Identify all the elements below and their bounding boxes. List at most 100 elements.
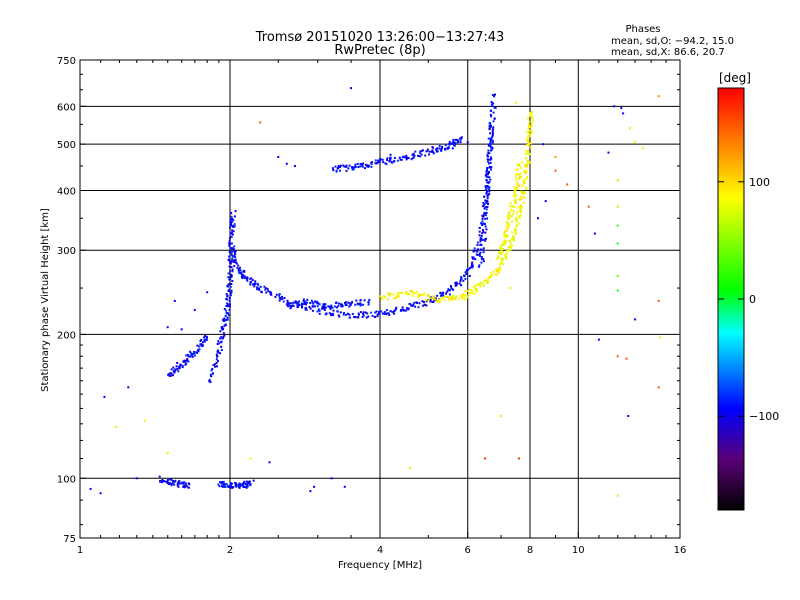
- echo-point: [345, 304, 348, 307]
- echo-point: [251, 279, 254, 281]
- echo-point: [454, 298, 457, 301]
- echo-point: [513, 192, 516, 194]
- echo-point: [177, 370, 180, 373]
- noise-point: [634, 141, 637, 144]
- echo-point: [237, 485, 240, 488]
- echo-point: [484, 279, 486, 282]
- echo-point: [278, 293, 281, 296]
- echo-point: [446, 147, 449, 150]
- echo-point: [185, 354, 188, 357]
- echo-point: [302, 302, 305, 305]
- echo-point: [351, 313, 354, 315]
- echo-point: [520, 208, 523, 211]
- echo-point: [386, 312, 389, 315]
- y-tick-label: 400: [57, 186, 76, 197]
- noise-point: [544, 200, 547, 203]
- echo-point: [374, 162, 377, 165]
- echo-point: [461, 295, 464, 298]
- echo-point: [401, 308, 404, 311]
- echo-point: [481, 220, 484, 223]
- echo-point: [519, 211, 522, 214]
- echo-point: [225, 309, 228, 312]
- echo-point: [422, 301, 425, 303]
- echo-point: [525, 153, 527, 155]
- echo-point: [448, 298, 451, 301]
- noise-point: [657, 386, 660, 389]
- echo-point: [361, 165, 364, 168]
- echo-point: [183, 486, 186, 489]
- echo-point: [389, 293, 392, 296]
- noise-point: [616, 275, 619, 277]
- echo-point: [487, 149, 490, 152]
- echo-point: [447, 288, 450, 291]
- noise-point: [180, 328, 183, 331]
- echo-point: [215, 353, 218, 356]
- echo-point: [509, 246, 512, 248]
- echo-point: [330, 313, 333, 315]
- echo-point: [364, 167, 366, 170]
- echo-point: [332, 169, 335, 172]
- echo-point: [482, 260, 485, 263]
- echo-point: [489, 178, 492, 181]
- noise-point: [379, 158, 381, 161]
- echo-point: [329, 308, 332, 310]
- echo-point: [337, 304, 340, 307]
- echo-point: [366, 165, 369, 168]
- noise-point: [193, 308, 196, 311]
- echo-point: [210, 374, 213, 377]
- echo-point: [485, 211, 488, 214]
- echo-point: [506, 228, 509, 231]
- echo-point: [432, 151, 435, 154]
- echo-point: [490, 273, 493, 276]
- echo-point: [528, 114, 531, 117]
- echo-point: [447, 296, 450, 299]
- echo-point: [382, 161, 385, 164]
- echo-point: [256, 288, 258, 291]
- echo-point: [516, 187, 519, 190]
- echo-point: [290, 304, 293, 307]
- echo-point: [221, 337, 224, 340]
- echo-point: [527, 140, 530, 143]
- echo-point: [479, 255, 481, 257]
- echo-point: [431, 297, 434, 300]
- echo-point: [499, 266, 501, 269]
- echo-point: [448, 299, 451, 302]
- echo-point: [258, 287, 260, 290]
- echo-point: [503, 240, 506, 243]
- echo-point: [185, 482, 187, 485]
- noise-point: [285, 162, 288, 165]
- echo-point: [522, 196, 525, 199]
- echo-point: [502, 242, 505, 245]
- echo-point: [481, 214, 484, 217]
- echo-point: [487, 160, 489, 163]
- echo-point: [216, 343, 219, 345]
- echo-point: [381, 158, 384, 161]
- echo-point: [376, 315, 379, 318]
- echo-point: [486, 158, 489, 161]
- echo-point: [420, 153, 423, 156]
- echo-point: [348, 313, 351, 316]
- echo-point: [357, 312, 360, 315]
- echo-point: [478, 264, 481, 267]
- echo-point: [169, 478, 172, 481]
- echo-point: [487, 182, 490, 184]
- echo-point: [444, 144, 447, 147]
- echo-point: [230, 486, 233, 488]
- echo-point: [475, 253, 478, 256]
- echo-point: [531, 123, 534, 126]
- echo-point: [203, 336, 206, 339]
- noise-point: [634, 318, 637, 321]
- noise-point: [616, 179, 619, 182]
- echo-point: [216, 350, 219, 353]
- echo-point: [222, 482, 225, 485]
- echo-point: [233, 261, 236, 264]
- echo-point: [528, 124, 530, 126]
- echo-point: [513, 229, 516, 232]
- echo-point: [270, 291, 273, 294]
- echo-point: [377, 160, 380, 163]
- echo-point: [282, 300, 285, 303]
- echo-point: [451, 298, 454, 301]
- echo-point: [432, 152, 435, 155]
- echo-point: [345, 169, 348, 172]
- echo-point: [526, 131, 529, 134]
